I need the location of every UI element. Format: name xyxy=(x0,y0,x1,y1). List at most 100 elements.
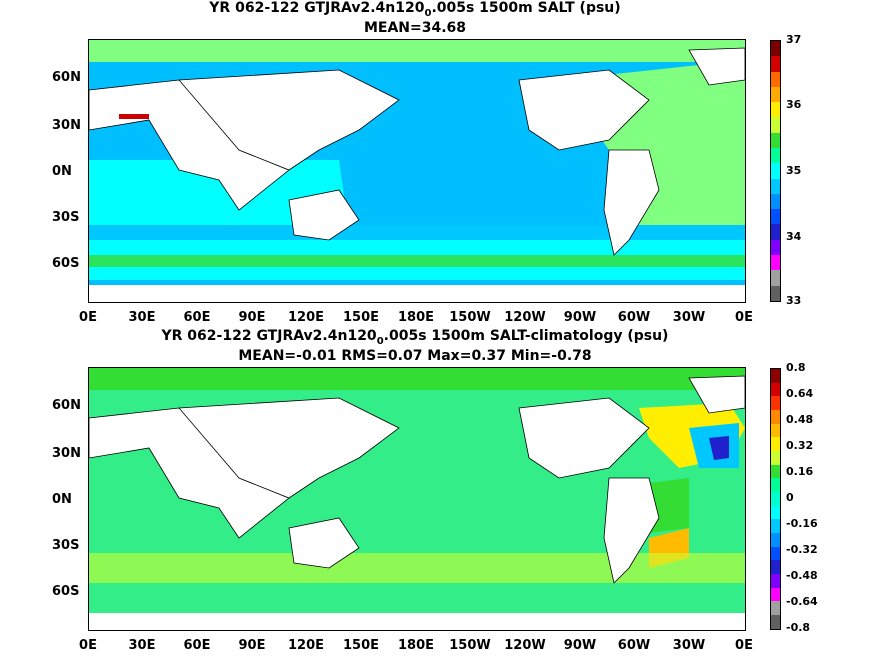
lon-label: 120W xyxy=(504,310,546,325)
colorbar-label: 33 xyxy=(786,294,802,307)
lon-label: 180E xyxy=(397,638,435,653)
anomaly-panel: YR 062-122 GTJRAv2.4n1200.005s 1500m SAL… xyxy=(0,328,875,656)
lon-label: 90W xyxy=(563,310,597,325)
salinity-map xyxy=(88,39,746,303)
lon-label: 0E xyxy=(735,638,753,653)
colorbar-label: 0.48 xyxy=(786,413,814,426)
colorbar-swatch xyxy=(771,86,780,103)
salinity-map-graphic xyxy=(89,40,745,302)
lon-label: 180E xyxy=(397,310,435,325)
lat-label-60s: 60S xyxy=(52,256,80,271)
panel-title-line1: YR 062-122 GTJRAv2.4n1200.005s 1500m SAL… xyxy=(209,0,621,19)
lon-label: 60E xyxy=(183,638,211,653)
anomaly-map-graphic xyxy=(89,368,745,630)
lon-label: 150E xyxy=(342,638,380,653)
colorbar-swatch xyxy=(771,615,780,629)
colorbar-swatch xyxy=(771,601,780,616)
colorbar-swatch xyxy=(771,410,780,424)
lat-label-30s: 30S xyxy=(52,538,80,553)
colorbar-swatch xyxy=(771,396,780,411)
lon-label: 30W xyxy=(672,310,706,325)
panel-title-line2: MEAN=34.68 xyxy=(363,20,467,36)
colorbar-swatch xyxy=(771,546,780,561)
colorbar-swatch xyxy=(771,71,780,87)
colorbar-swatch xyxy=(771,574,780,588)
colorbar-swatch xyxy=(771,519,780,534)
colorbar-label: -0.48 xyxy=(786,569,818,582)
colorbar-swatch xyxy=(771,102,780,118)
lon-axis-bottom: 0E 30E 60E 90E 120E 150E 180E 150W 120W … xyxy=(0,638,875,654)
lat-label-30n: 30N xyxy=(52,118,81,133)
colorbar-swatch xyxy=(771,382,780,397)
lon-label: 30E xyxy=(128,638,156,653)
lon-label: 60W xyxy=(617,638,651,653)
panel-title-line2: MEAN=-0.01 RMS=0.07 Max=0.37 Min=-0.78 xyxy=(238,348,592,364)
colorbar-swatch xyxy=(771,239,780,255)
colorbar-label: -0.32 xyxy=(786,543,818,556)
lat-label-60s: 60S xyxy=(52,584,80,599)
lat-label-0n: 0N xyxy=(52,492,72,507)
lon-label: 0E xyxy=(735,310,753,325)
colorbar-swatch xyxy=(771,41,780,57)
colorbar-swatch xyxy=(771,132,780,148)
colorbar-swatch xyxy=(771,423,780,438)
colorbar-swatch xyxy=(771,285,780,301)
lon-label: 150W xyxy=(449,310,491,325)
colorbar-swatch xyxy=(771,193,780,210)
colorbar-label: 0.16 xyxy=(786,465,814,478)
colorbar-swatch xyxy=(771,451,780,465)
salinity-panel: YR 062-122 GTJRAv2.4n1200.005s 1500m SAL… xyxy=(52,0,802,307)
colorbar-label: 0.64 xyxy=(786,387,814,400)
salinity-colorbar xyxy=(770,40,781,302)
panel-title-line1: YR 062-122 GTJRAv2.4n1200.005s 1500m SAL… xyxy=(161,328,669,347)
colorbar-swatch xyxy=(771,117,780,133)
lon-label: 30W xyxy=(672,638,706,653)
colorbar-label: 0.32 xyxy=(786,439,814,452)
colorbar-swatch xyxy=(771,209,780,225)
colorbar-swatch xyxy=(771,178,780,194)
colorbar-label: 35 xyxy=(786,164,802,177)
lat-label-60n: 60N xyxy=(52,398,81,413)
lon-label: 60E xyxy=(183,310,211,325)
lat-label-30n: 30N xyxy=(52,446,81,461)
lat-label-0n: 0N xyxy=(52,164,72,179)
colorbar-swatch xyxy=(771,464,780,479)
colorbar-swatch xyxy=(771,224,780,240)
colorbar-label: 37 xyxy=(786,33,802,46)
colorbar-swatch xyxy=(771,270,780,286)
lon-label: 0E xyxy=(79,638,97,653)
lat-label-30s: 30S xyxy=(52,210,80,225)
colorbar-swatch xyxy=(771,478,780,493)
colorbar-label: 0.8 xyxy=(786,361,806,374)
colorbar-swatch xyxy=(771,533,780,547)
colorbar-label: -0.8 xyxy=(786,621,811,634)
colorbar-label: 34 xyxy=(786,230,802,243)
colorbar-swatch xyxy=(771,437,780,452)
lon-label: 120E xyxy=(287,310,325,325)
colorbar-label: 36 xyxy=(786,98,802,111)
colorbar-swatch xyxy=(771,254,780,271)
anomaly-colorbar xyxy=(770,368,781,630)
lon-label: 150W xyxy=(449,638,491,653)
lat-label-60n: 60N xyxy=(52,70,81,85)
colorbar-label: 0 xyxy=(786,491,794,504)
colorbar-swatch xyxy=(771,56,780,72)
colorbar-swatch xyxy=(771,560,780,575)
colorbar-swatch xyxy=(771,369,780,383)
anomaly-map xyxy=(88,367,746,631)
colorbar-swatch xyxy=(771,147,780,164)
lon-label: 90E xyxy=(238,310,266,325)
colorbar-swatch xyxy=(771,492,780,506)
colorbar-swatch xyxy=(771,587,780,602)
lon-label: 30E xyxy=(128,310,156,325)
lon-label: 0E xyxy=(79,310,97,325)
lon-label: 150E xyxy=(342,310,380,325)
lon-label: 90W xyxy=(563,638,597,653)
lon-axis-top: 0E 30E 60E 90E 120E 150E 180E 150W 120W … xyxy=(0,310,875,326)
lon-label: 90E xyxy=(238,638,266,653)
colorbar-label: -0.64 xyxy=(786,595,818,608)
lon-label: 120W xyxy=(504,638,546,653)
colorbar-swatch xyxy=(771,163,780,179)
lon-label: 120E xyxy=(287,638,325,653)
colorbar-swatch xyxy=(771,505,780,520)
